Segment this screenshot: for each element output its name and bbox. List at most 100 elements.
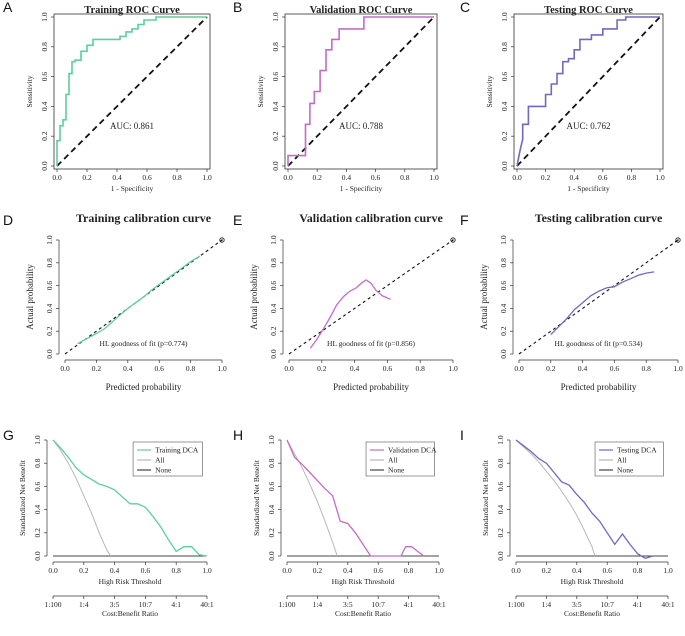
panel-letter: H [233, 427, 243, 443]
dca-model-line [515, 439, 653, 560]
y-tick-label: 0.8 [496, 458, 505, 468]
x-axis-label: Predicted probability [561, 382, 637, 392]
ratio-tick-label: 1:100 [278, 600, 295, 609]
x-tick-label: 0.2 [313, 173, 323, 182]
x-tick-label: 0.0 [282, 566, 292, 575]
y-tick-label: 1.0 [269, 235, 278, 245]
y-tick-label: 0.0 [271, 161, 280, 171]
ratio-tick-label: 3:5 [110, 600, 120, 609]
y-tick-label: 0.6 [496, 481, 505, 491]
auc-annotation: AUC: 0.788 [339, 121, 384, 131]
ratio-tick-label: 1:4 [313, 600, 323, 609]
x-tick-label: 0.6 [142, 173, 152, 182]
y-tick-label: 0.8 [271, 42, 280, 52]
y-tick-label: 1.0 [45, 235, 54, 245]
panel-letter: F [460, 212, 469, 228]
ratio-tick-label: 4:1 [171, 600, 181, 609]
y-tick-label: 0.8 [33, 458, 42, 468]
dca-model-line [52, 439, 208, 557]
x-tick-label: 0.4 [578, 364, 588, 373]
x-tick-label: 0.4 [572, 566, 582, 575]
chart-title: Validation calibration curve [299, 211, 443, 225]
x-tick-label: 1.0 [434, 566, 444, 575]
panel-g: G 0.0 0.2 0.4 0.6 0.8 1.0 0.0 0.2 0.4 0.6 0.8 1.0 Hig… [3, 427, 214, 618]
x-tick-label: 1.0 [429, 173, 439, 182]
x-tick-label: 1.0 [673, 364, 683, 373]
ratio-tick-label: 1:100 [507, 600, 524, 609]
y-tick-label: 0.8 [267, 458, 276, 468]
y-tick-label: 0.6 [267, 481, 276, 491]
y-tick-label: 0.0 [499, 349, 508, 359]
y-tick-label: 0.6 [271, 72, 280, 82]
x-tick-label: 1.0 [663, 566, 673, 575]
x-tick-label: 0.2 [313, 566, 323, 575]
legend-label: None [617, 466, 634, 475]
y-tick-label: 0.2 [269, 326, 278, 336]
panel-letter: E [233, 212, 242, 228]
panel-letter: C [460, 0, 470, 15]
legend-label: Testing DCA [617, 446, 657, 455]
x-tick-label: 0.0 [512, 173, 522, 182]
y-tick-label: 0.4 [499, 303, 508, 313]
x-tick-label: 0.0 [52, 173, 62, 182]
ratio-tick-label: 4:1 [404, 600, 414, 609]
y-tick-label: 0.2 [499, 326, 508, 336]
y-tick-label: 0.4 [45, 303, 54, 313]
panel-d: D Training calibration curve 0.0 0.2 0.4 0.6 0… [3, 211, 227, 392]
x-tick-label: 0.2 [317, 364, 327, 373]
x-tick-label: 0.6 [371, 173, 381, 182]
all-line [52, 439, 112, 557]
x-axis-label: 1 - Specificity [111, 184, 154, 193]
chart-title: Training ROC Curve [84, 5, 180, 16]
x-tick-label: 0.2 [92, 364, 102, 373]
x-axis-label: Predicted probability [106, 382, 182, 392]
y-tick-label: 0.4 [33, 505, 42, 515]
roc-curve [287, 16, 434, 166]
x-tick-label: 0.0 [511, 566, 521, 575]
ratio-tick-label: 10:7 [601, 600, 615, 609]
x-axis-label: High Risk Threshold [561, 577, 624, 586]
y-tick-label: 0.6 [500, 72, 509, 82]
x-tick-label: 0.0 [48, 566, 58, 575]
x-tick-label: 1.0 [448, 364, 458, 373]
x-tick-label: 0.8 [172, 173, 182, 182]
x-tick-label: 0.4 [123, 364, 133, 373]
y-tick-label: 0.2 [45, 326, 54, 336]
y-axis-label: Sensitivity [485, 75, 494, 107]
x-tick-label: 0.6 [141, 566, 151, 575]
ratio-axis-label: Cost:Benefit Ratio [335, 609, 391, 618]
x-tick-label: 0.2 [82, 173, 92, 182]
chart-title: Validation ROC Curve [310, 5, 413, 16]
all-line [515, 439, 596, 557]
y-tick-label: 0.0 [33, 551, 42, 561]
y-tick-label: 1.0 [499, 235, 508, 245]
y-tick-label: 0.6 [33, 481, 42, 491]
legend-label: All [388, 456, 398, 465]
x-tick-label: 0.6 [603, 566, 613, 575]
y-tick-label: 0.8 [45, 258, 54, 268]
plot-frame [53, 13, 211, 170]
y-tick-label: 1.0 [500, 12, 509, 22]
y-tick-label: 0.4 [269, 303, 278, 313]
x-tick-label: 0.0 [60, 364, 70, 373]
ratio-tick-label: 3:5 [343, 600, 353, 609]
ratio-tick-label: 4:1 [633, 600, 643, 609]
x-tick-label: 0.4 [350, 364, 360, 373]
ratio-tick-label: 40:1 [661, 600, 675, 609]
ratio-tick-label: 1:4 [79, 600, 89, 609]
roc-curve [516, 16, 660, 167]
endpoint-marker [675, 237, 681, 243]
x-tick-label: 0.2 [546, 364, 556, 373]
y-tick-label: 0.0 [269, 349, 278, 359]
endpoint-marker [219, 237, 225, 243]
y-axis-label: Standardized Net Benefit [252, 459, 261, 536]
x-axis-label: 1 - Specificity [567, 184, 610, 193]
x-tick-label: 1.0 [655, 173, 665, 182]
calibration-curve [77, 255, 201, 345]
panel-letter: I [460, 427, 464, 443]
x-axis-label: 1 - Specificity [340, 184, 383, 193]
x-axis-label: High Risk Threshold [332, 577, 395, 586]
auc-annotation: AUC: 0.762 [566, 121, 610, 131]
y-tick-label: 0.2 [496, 528, 505, 538]
